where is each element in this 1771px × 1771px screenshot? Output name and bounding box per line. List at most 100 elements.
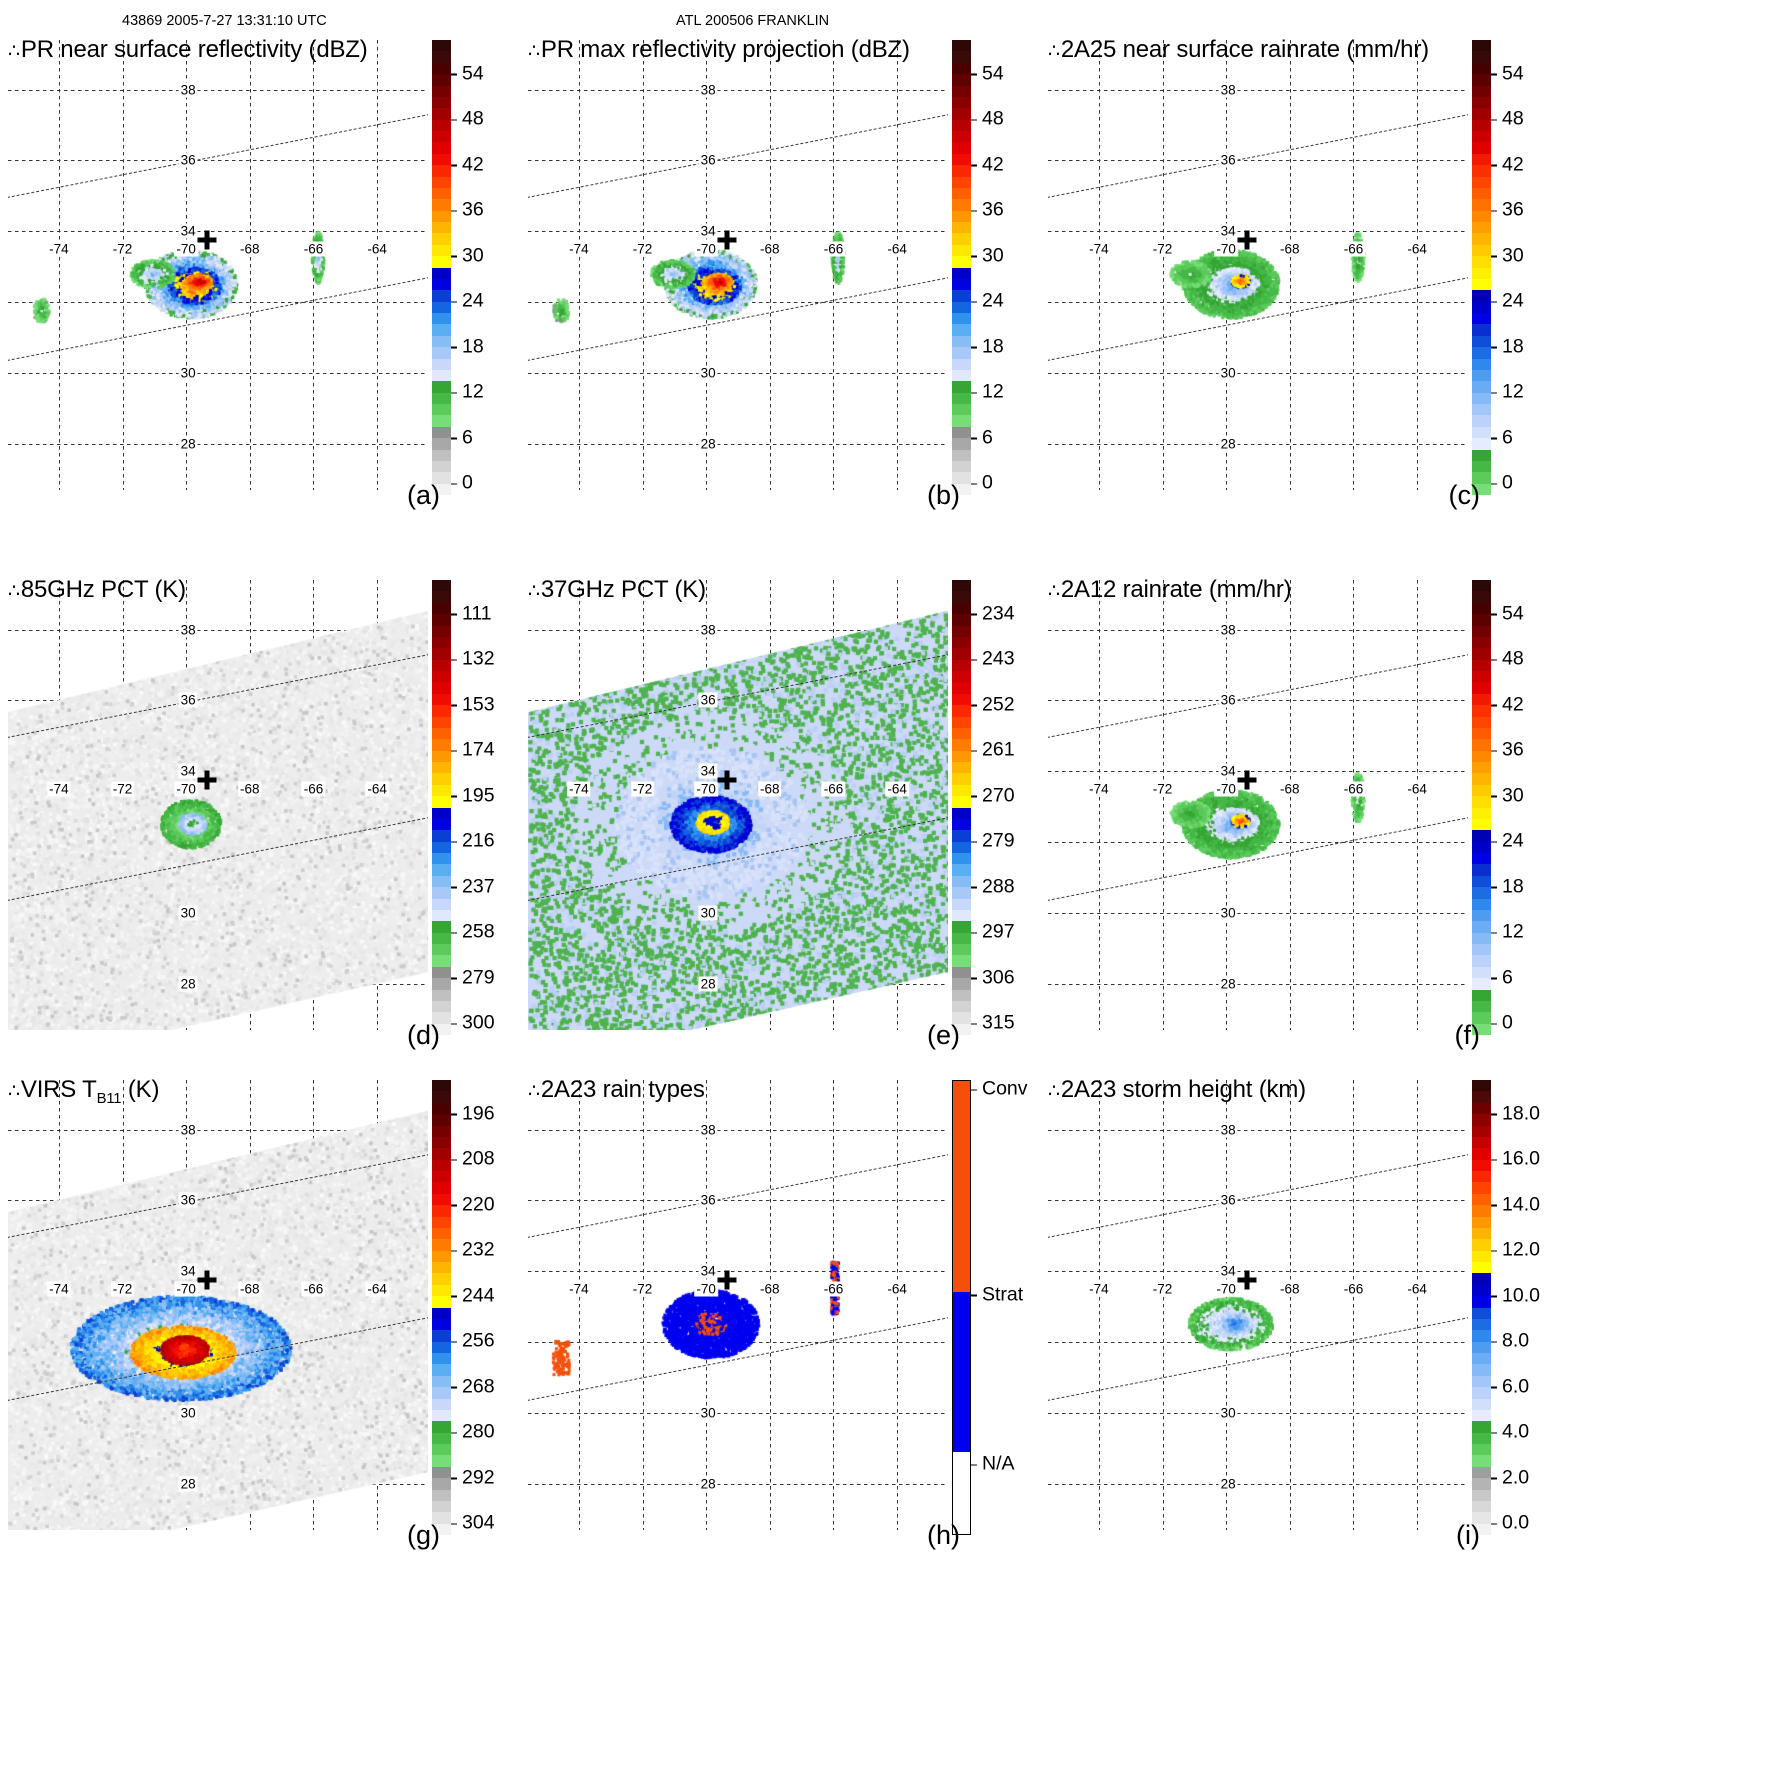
- colorbar-segment: [952, 176, 971, 188]
- colorbar-tick-label: 111: [451, 602, 492, 625]
- colorbar-segment: [432, 1273, 451, 1285]
- colorbar-segment: [952, 1023, 971, 1035]
- colorbar-segment: [432, 614, 451, 626]
- storm-center-marker-layer: [8, 580, 428, 1030]
- colorbar-segment: [432, 1284, 451, 1297]
- colorbar-segment: [1472, 62, 1491, 75]
- panel-title-g: ∴VIRS TB11 (K): [8, 1076, 159, 1107]
- colorbar-segment: [952, 966, 971, 979]
- colorbar-i: 18.0 16.0 14.0 12.0 10.0 8.0 6.0 4.0 2.0 0.0: [1472, 1080, 1602, 1540]
- colorbar-tick-label: 252: [971, 693, 1015, 716]
- colorbar-segment: [432, 1136, 451, 1149]
- colorbar-segment: [432, 784, 451, 797]
- colorbar-segment: [432, 602, 451, 615]
- colorbar-segment: [1472, 51, 1491, 63]
- colorbar-tick-label: 48: [971, 108, 1004, 131]
- panel-letter-b: (b): [927, 480, 960, 510]
- colorbar-segment: [952, 955, 971, 967]
- colorbar-segment: [953, 1081, 970, 1292]
- colorbar-segment: [952, 898, 971, 910]
- colorbar-tick-label: 24: [1491, 290, 1524, 313]
- colorbar-segment: [1472, 1455, 1491, 1467]
- colorbar-segment: [952, 483, 971, 495]
- colorbar-segment: [1472, 1375, 1491, 1388]
- colorbar-tick-label: 54: [1491, 602, 1524, 625]
- colorbar-segment: [1472, 1216, 1491, 1228]
- colorbar-segment: [1472, 1193, 1491, 1206]
- colorbar-segment: [952, 392, 971, 404]
- colorbar-tick-label: 174: [451, 739, 495, 762]
- colorbar-segment: [1472, 153, 1491, 166]
- colorbar-segment: [1472, 1239, 1491, 1251]
- colorbar-segment: [1472, 1432, 1491, 1444]
- colorbar-segment: [432, 989, 451, 1001]
- colorbar-segment: [952, 51, 971, 63]
- colorbar-segment: [1472, 313, 1491, 325]
- colorbar-segment: [1472, 1500, 1491, 1513]
- map-d: 38 36 34 30 28 -74 -72 -70 -68 -66 -64: [8, 580, 428, 1030]
- colorbar-segment: [952, 313, 971, 325]
- colorbar-segment: [432, 392, 451, 404]
- colorbar-segment: [1472, 1284, 1491, 1297]
- colorbar-segment: [432, 301, 451, 313]
- colorbar-segment: [952, 62, 971, 75]
- colorbar-segment: [432, 449, 451, 461]
- colorbar-segment: [952, 119, 971, 131]
- colorbar-segment: [1472, 347, 1491, 359]
- colorbar-tick-label: 36: [451, 199, 484, 222]
- panel-title-c: ∴2A25 near surface rainrate (mm/hr): [1048, 36, 1429, 64]
- colorbar-segment: [1472, 602, 1491, 615]
- panel-title-subscript: B11: [96, 1090, 122, 1107]
- colorbar-gradient: [432, 1080, 451, 1535]
- colorbar-segment: [432, 1262, 451, 1274]
- colorbar-segment: [952, 40, 971, 52]
- colorbar-segment: [1472, 1159, 1491, 1171]
- colorbar-segment: [1472, 1466, 1491, 1479]
- colorbar-segment: [432, 944, 451, 956]
- colorbar-ticks: 54 48 42 36 30 24 18 12 6 0: [451, 40, 561, 495]
- colorbar-tick-label: 0: [1491, 472, 1513, 495]
- colorbar-tick-label: Strat: [971, 1283, 1023, 1306]
- colorbar-segment: [1472, 1125, 1491, 1137]
- colorbar-segment: [1472, 944, 1491, 956]
- colorbar-segment: [432, 131, 451, 143]
- colorbar-segment: [952, 705, 971, 717]
- colorbar-segment: [432, 74, 451, 86]
- colorbar-segment: [432, 1239, 451, 1251]
- colorbar-segment: [1472, 1114, 1491, 1126]
- colorbar-a: 54 48 42 36 30 24 18 12 6 0: [432, 40, 562, 500]
- colorbar-segment: [432, 40, 451, 52]
- colorbar-segment: [432, 1080, 451, 1092]
- colorbar-segment: [952, 460, 971, 473]
- colorbar-segment: [952, 727, 971, 740]
- colorbar-tick-label: 12: [971, 381, 1004, 404]
- colorbar-segment: [952, 438, 971, 450]
- colorbar-segment: [432, 796, 451, 808]
- colorbar-segment: [1472, 1512, 1491, 1524]
- colorbar-segment: [432, 1523, 451, 1535]
- colorbar-tick-label: 232: [451, 1239, 495, 1262]
- colorbar-segment: [432, 1500, 451, 1513]
- colorbar-segment: [1472, 591, 1491, 603]
- panel-g: ∴VIRS TB11 (K) 38 36 34 30 28 -74 -72 -70 -68 -66-…: [0, 1058, 590, 1563]
- colorbar-segment: [1472, 324, 1491, 336]
- colorbar-segment: [952, 278, 971, 291]
- colorbar-segment: [432, 864, 451, 876]
- colorbar-segment: [952, 864, 971, 876]
- map-c: 38 36 34 30 28 -74 -72 -70 -68 -66 -64: [1048, 40, 1468, 490]
- colorbar-segment: [432, 659, 451, 671]
- colorbar-segment: [952, 944, 971, 956]
- colorbar-segment: [1472, 1080, 1491, 1092]
- colorbar-tick-label: 36: [1491, 739, 1524, 762]
- colorbar-segment: [952, 625, 971, 637]
- colorbar-tick-label: 30: [1491, 244, 1524, 267]
- panel-title-f: ∴2A12 rainrate (mm/hr): [1048, 576, 1292, 604]
- colorbar-segment: [1472, 978, 1491, 990]
- colorbar-tick-label: 18.0: [1491, 1102, 1540, 1125]
- colorbar-tick-label: 54: [1491, 62, 1524, 85]
- colorbar-e: 234 243 252 261 270 279 288 297 306 315: [952, 580, 1082, 1040]
- colorbar-segment: [1472, 1353, 1491, 1365]
- colorbar-segment: [952, 648, 971, 660]
- colorbar-tick-label: 30: [1491, 784, 1524, 807]
- colorbar-segment: [432, 1216, 451, 1228]
